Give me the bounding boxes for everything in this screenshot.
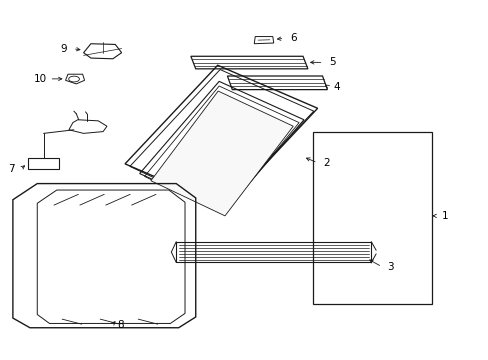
Text: 2: 2	[323, 158, 329, 168]
Text: 4: 4	[333, 82, 340, 92]
Text: 10: 10	[34, 74, 47, 84]
Text: 1: 1	[441, 211, 448, 221]
Text: 5: 5	[328, 57, 335, 67]
Text: 7: 7	[8, 164, 15, 174]
Text: 3: 3	[386, 262, 393, 272]
Text: 8: 8	[117, 320, 123, 330]
Polygon shape	[151, 91, 293, 216]
Text: 6: 6	[289, 33, 296, 43]
Text: 9: 9	[61, 44, 67, 54]
